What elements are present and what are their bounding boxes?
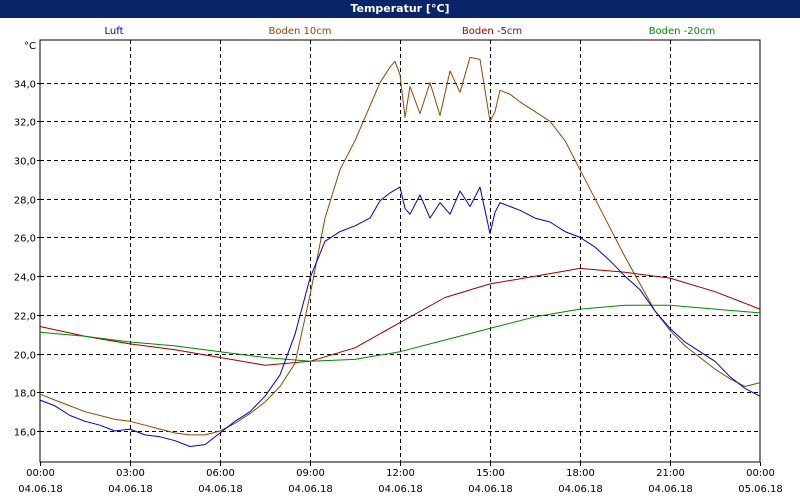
- x-tick-date: 04.06.18: [108, 484, 153, 495]
- x-tick-time: 00:00: [26, 468, 55, 479]
- y-unit-label: °C: [24, 41, 36, 52]
- x-tick-time: 06:00: [206, 468, 235, 479]
- legend-entry: Boden -20cm: [649, 26, 716, 37]
- legend-entry: Boden -5cm: [462, 26, 522, 37]
- y-tick-label: 30,0: [14, 157, 36, 168]
- x-tick-time: 18:00: [566, 468, 595, 479]
- y-tick-label: 28,0: [14, 196, 36, 207]
- y-tick-label: 34,0: [14, 80, 36, 91]
- y-tick-label: 32,0: [14, 118, 36, 129]
- y-tick-label: 18,0: [14, 389, 36, 400]
- x-tick-date: 04.06.18: [288, 484, 333, 495]
- x-tick-time: 09:00: [296, 468, 325, 479]
- y-tick-label: 24,0: [14, 273, 36, 284]
- x-tick-date: 05.06.18: [738, 484, 783, 495]
- x-tick-date: 04.06.18: [468, 484, 513, 495]
- x-tick-date: 04.06.18: [558, 484, 603, 495]
- series-line: [39, 56, 761, 436]
- series-line: [39, 304, 761, 362]
- x-tick-time: 00:00: [746, 468, 775, 479]
- legend-entry: Boden 10cm: [269, 26, 332, 37]
- y-tick-label: 20,0: [14, 351, 36, 362]
- x-tick-time: 12:00: [386, 468, 415, 479]
- x-tick-date: 04.06.18: [378, 484, 423, 495]
- x-tick-date: 04.06.18: [648, 484, 693, 495]
- x-tick-time: 15:00: [476, 468, 505, 479]
- chart-title: Temperatur [°C]: [0, 0, 800, 18]
- x-tick-time: 03:00: [116, 468, 145, 479]
- legend-entry: Luft: [105, 26, 124, 37]
- y-tick-label: 26,0: [14, 234, 36, 245]
- x-tick-date: 04.06.18: [18, 484, 63, 495]
- y-tick-label: 22,0: [14, 312, 36, 323]
- x-tick-time: 21:00: [656, 468, 685, 479]
- series-line: [39, 267, 761, 366]
- series-line: [39, 186, 761, 447]
- y-tick-label: 16,0: [14, 428, 36, 439]
- x-tick-date: 04.06.18: [198, 484, 243, 495]
